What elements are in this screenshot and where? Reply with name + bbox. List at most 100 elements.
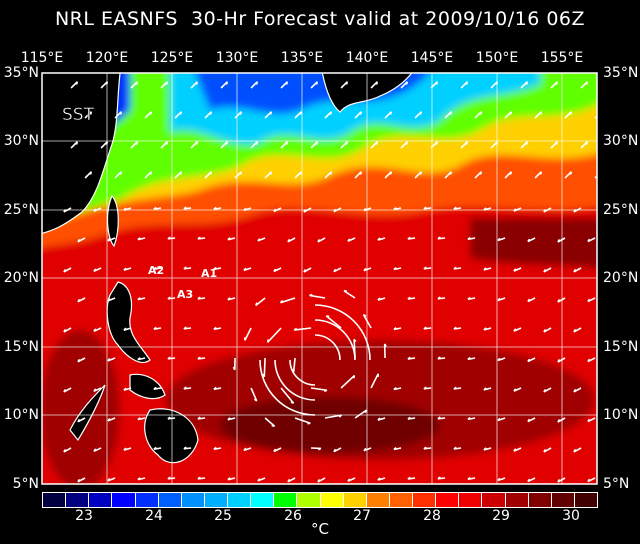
wind-arrow bbox=[213, 206, 222, 211]
wind-arrow bbox=[333, 207, 342, 213]
land-visayas bbox=[129, 373, 166, 400]
wind-arrow bbox=[527, 357, 536, 363]
wind-arrow bbox=[174, 171, 183, 179]
wind-arrow bbox=[144, 111, 153, 119]
colorbar-swatch bbox=[343, 493, 367, 507]
wind-arrow bbox=[520, 141, 529, 149]
wind-arrow bbox=[250, 141, 259, 149]
wind-arrow bbox=[123, 447, 132, 451]
cyclone-streamline bbox=[274, 319, 356, 401]
wind-arrow bbox=[543, 327, 552, 333]
colorbar-swatch bbox=[43, 493, 67, 507]
field-label: SST bbox=[62, 105, 95, 125]
colorbar-tick: 29 bbox=[492, 508, 510, 524]
wind-arrow bbox=[384, 111, 393, 119]
wind-arrow bbox=[280, 387, 295, 404]
wind-arrow bbox=[197, 236, 206, 240]
wind-arrow bbox=[137, 357, 146, 361]
wind-arrow bbox=[587, 297, 596, 303]
wind-arrow bbox=[362, 313, 372, 329]
wind-arrow bbox=[293, 327, 312, 331]
wind-arrow bbox=[543, 267, 552, 273]
wind-arrow bbox=[513, 267, 522, 272]
wind-arrow bbox=[220, 141, 229, 149]
wind-arrow bbox=[393, 446, 402, 451]
wind-arrow bbox=[543, 447, 552, 453]
wind-arrow bbox=[527, 297, 536, 303]
wind-arrow bbox=[77, 417, 86, 423]
lat-label-left: 25°N bbox=[3, 202, 39, 218]
wind-arrow bbox=[310, 141, 319, 149]
wind-arrow bbox=[460, 81, 469, 89]
wind-arrow bbox=[383, 343, 387, 359]
wind-arrow bbox=[407, 296, 416, 300]
wind-arrow bbox=[77, 237, 86, 243]
wind-arrow bbox=[534, 171, 543, 179]
wind-arrow bbox=[437, 236, 446, 240]
wind-arrow bbox=[273, 207, 282, 213]
wind-arrow bbox=[93, 207, 102, 213]
wind-arrow bbox=[84, 111, 93, 119]
wind-arrow bbox=[437, 356, 446, 360]
wind-arrow bbox=[153, 266, 162, 270]
wind-arrow bbox=[234, 111, 243, 119]
colorbar-swatch bbox=[436, 493, 460, 507]
wind-arrow bbox=[243, 447, 252, 452]
wind-arrow bbox=[70, 81, 79, 89]
wind-arrow bbox=[437, 296, 446, 300]
wind-arrow bbox=[273, 267, 282, 273]
lon-label: 145°E bbox=[410, 50, 454, 66]
wind-arrow bbox=[363, 447, 372, 452]
wind-arrow bbox=[580, 141, 589, 149]
wind-arrow bbox=[557, 237, 566, 243]
wind-arrow bbox=[294, 417, 311, 425]
colorbar-swatch bbox=[551, 493, 575, 507]
wind-arrow bbox=[543, 387, 552, 393]
wind-arrow bbox=[167, 236, 176, 240]
wind-arrow bbox=[264, 111, 273, 119]
wind-arrow bbox=[347, 237, 356, 242]
wind-arrow bbox=[213, 386, 222, 391]
wind-arrow bbox=[174, 111, 183, 119]
lat-label-right: 25°N bbox=[603, 202, 639, 218]
wind-arrow bbox=[423, 386, 432, 390]
wind-arrow bbox=[311, 447, 322, 451]
wind-arrow bbox=[114, 111, 123, 119]
wind-arrow bbox=[294, 171, 303, 179]
wind-arrow bbox=[153, 446, 162, 450]
colorbar-swatch bbox=[413, 493, 437, 507]
wind-arrow bbox=[407, 356, 416, 360]
lon-label: 125°E bbox=[150, 50, 194, 66]
wind-arrow bbox=[153, 206, 162, 210]
wind-arrow bbox=[294, 111, 303, 119]
wind-arrow bbox=[513, 207, 522, 212]
wind-arrow bbox=[250, 81, 259, 89]
lat-label-left: 5°N bbox=[12, 476, 39, 492]
wind-arrow bbox=[573, 447, 582, 453]
wind-arrow bbox=[423, 326, 432, 330]
colorbar-swatch bbox=[459, 493, 483, 507]
colorbar-swatch bbox=[528, 493, 552, 507]
wind-arrow bbox=[190, 81, 199, 89]
wind-arrow bbox=[227, 237, 236, 241]
wind-arrow bbox=[557, 477, 566, 483]
wind-arrow bbox=[354, 409, 368, 419]
colorbar-tick: 27 bbox=[353, 508, 371, 524]
colorbar-swatch bbox=[204, 493, 228, 507]
wind-arrow bbox=[93, 327, 102, 333]
lon-label: 120°E bbox=[85, 50, 129, 66]
wind-arrow bbox=[227, 297, 236, 301]
wind-arrow bbox=[453, 206, 462, 210]
wind-arrow bbox=[497, 417, 506, 422]
wind-arrow bbox=[444, 111, 453, 119]
wind-arrow bbox=[70, 141, 79, 149]
wind-arrow bbox=[467, 356, 476, 361]
wind-arrow bbox=[114, 171, 123, 179]
colorbar-swatch bbox=[112, 493, 136, 507]
wind-arrow bbox=[77, 477, 86, 483]
wind-arrow bbox=[407, 416, 416, 420]
wind-arrow bbox=[550, 141, 559, 149]
grid-lines bbox=[42, 73, 597, 484]
wind-arrow bbox=[400, 81, 409, 89]
wind-arrow bbox=[467, 296, 476, 301]
